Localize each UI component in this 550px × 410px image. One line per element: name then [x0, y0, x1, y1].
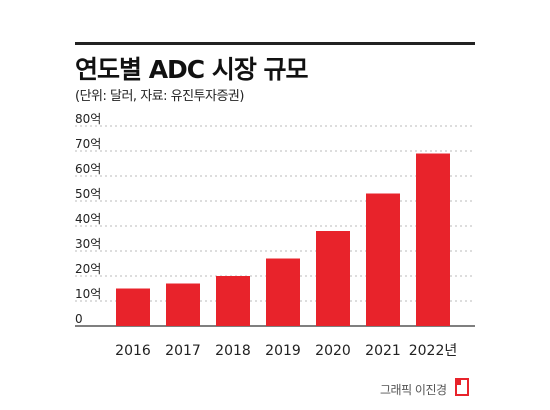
- x-tick-label: 2017: [165, 343, 201, 359]
- y-tick-label: 80억: [75, 112, 101, 126]
- bar: [416, 153, 450, 326]
- publisher-logo-icon: [455, 378, 469, 396]
- x-tick-label: 2016: [115, 343, 151, 359]
- x-tick-label: 2021: [365, 343, 401, 359]
- y-tick-label: 20억: [75, 262, 101, 276]
- y-tick-label: 10억: [75, 287, 101, 301]
- y-tick-label: 60억: [75, 162, 101, 176]
- bar: [216, 276, 250, 326]
- y-tick-labels: 0 10억 20억 30억 40억 50억 60억 70억 80억: [75, 112, 101, 326]
- chart-subtitle: (단위: 달러, 자료: 유진투자증권): [75, 89, 244, 104]
- chart-title: 연도별 ADC 시장 규모: [75, 55, 309, 84]
- x-tick-label: 2019: [265, 343, 301, 359]
- x-tick-label: 2018: [215, 343, 251, 359]
- y-tick-label: 50억: [75, 187, 101, 201]
- y-tick-label: 40억: [75, 212, 101, 226]
- bar: [316, 231, 350, 326]
- y-tick-label: 0: [75, 312, 83, 326]
- x-tick-label: 2022년: [409, 343, 458, 359]
- bar: [166, 283, 200, 326]
- graphic-credit: 그래픽 이진경: [380, 383, 447, 397]
- y-tick-label: 70억: [75, 137, 101, 151]
- bars: [116, 153, 450, 326]
- title-rule: [75, 42, 475, 45]
- x-tick-labels: 2016 2017 2018 2019 2020 2021 2022년: [115, 343, 457, 359]
- bar: [266, 258, 300, 326]
- y-tick-label: 30억: [75, 237, 101, 251]
- bar: [116, 288, 150, 326]
- x-tick-label: 2020: [315, 343, 351, 359]
- bar: [366, 193, 400, 326]
